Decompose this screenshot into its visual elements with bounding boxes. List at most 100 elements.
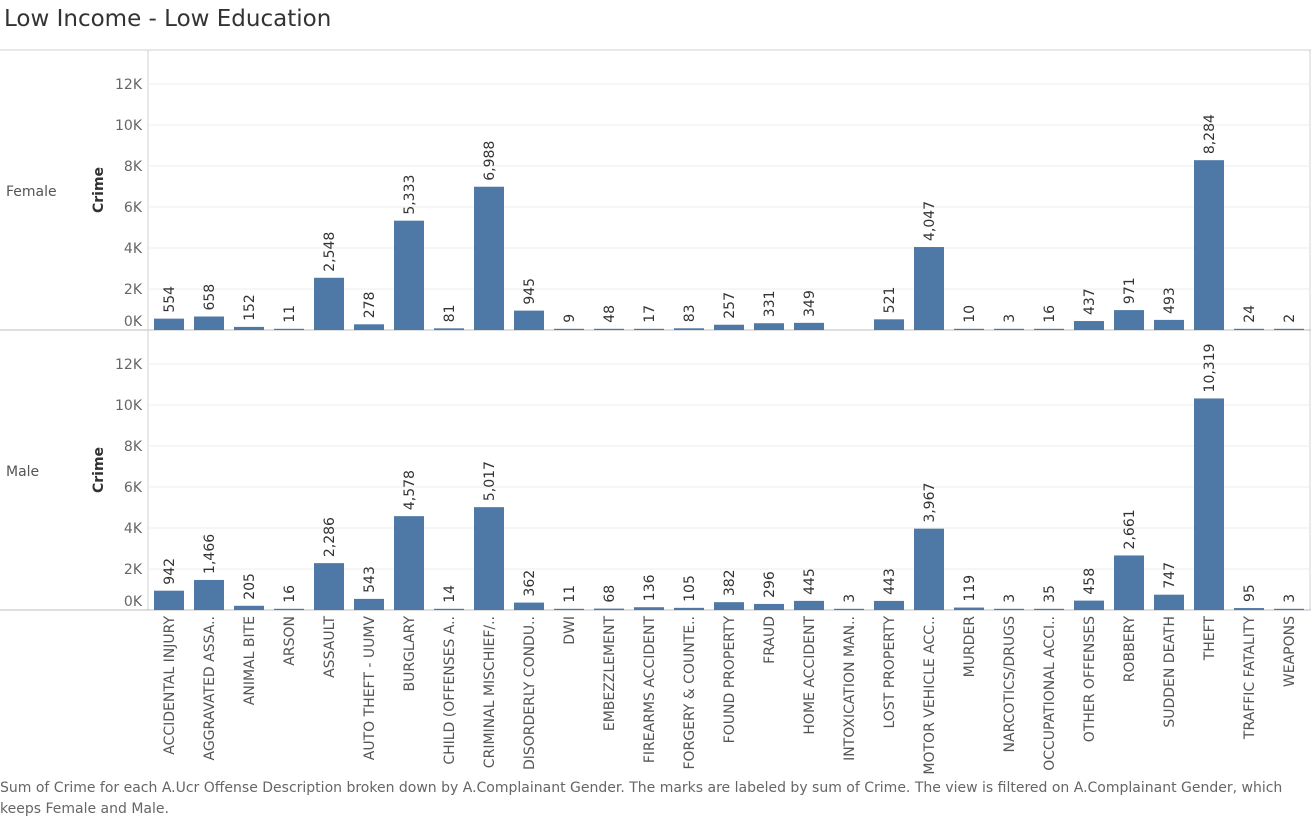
bar-male (634, 607, 664, 610)
bar-female (1074, 321, 1104, 330)
bar-female (434, 328, 464, 330)
y-tick-label: 8K (124, 439, 143, 455)
data-label: 5,333 (402, 175, 418, 215)
bar-male (594, 608, 624, 610)
category-label: ASSAULT (322, 616, 338, 678)
bar-female (714, 324, 744, 330)
data-label: 14 (442, 585, 458, 603)
data-label: 3 (1002, 594, 1018, 603)
y-tick-label: 4K (124, 521, 143, 537)
data-label: 83 (682, 304, 698, 322)
bar-female (1194, 160, 1224, 330)
y-tick-label: 10K (115, 118, 143, 134)
bar-male (674, 607, 704, 610)
data-label: 6,988 (482, 141, 498, 181)
bar-female (594, 328, 624, 330)
bar-male (714, 602, 744, 610)
bar-male (434, 608, 464, 610)
bar-female (194, 316, 224, 330)
y-tick-label: 6K (124, 200, 143, 216)
bar-male (794, 600, 824, 610)
data-label: 11 (282, 305, 298, 323)
chart-caption: Sum of Crime for each A.Ucr Offense Desc… (0, 780, 1283, 817)
category-label: DISORDERLY CONDU.. (522, 616, 538, 770)
category-label: NARCOTICS/DRUGS (1002, 616, 1018, 753)
bar-female (634, 328, 664, 330)
bar-female (354, 324, 384, 330)
bar-female (1154, 319, 1184, 330)
bar-female (234, 326, 264, 330)
data-label: 8,284 (1202, 114, 1218, 154)
data-label: 68 (602, 585, 618, 603)
data-label: 2,548 (322, 232, 338, 272)
category-label: ROBBERY (1122, 616, 1138, 683)
data-label: 747 (1162, 562, 1178, 589)
data-label: 10 (962, 305, 978, 323)
category-label: LOST PROPERTY (882, 616, 898, 729)
bar-male (194, 579, 224, 610)
bar-male (1234, 608, 1264, 610)
data-label: 136 (642, 574, 658, 601)
data-label: 1,466 (202, 534, 218, 574)
category-label: SUDDEN DEATH (1162, 616, 1178, 728)
y-tick-label: 12K (115, 357, 143, 373)
bar-female (1234, 328, 1264, 330)
bar-male (914, 528, 944, 610)
data-label: 3 (1282, 594, 1298, 603)
bar-female (474, 186, 504, 330)
bar-male (754, 603, 784, 610)
bar-female (754, 323, 784, 330)
bar-female (794, 322, 824, 330)
bar-male (994, 608, 1024, 610)
bar-female (994, 328, 1024, 330)
bar-male (1154, 594, 1184, 610)
bar-male (1194, 398, 1224, 610)
data-label: 10,319 (1202, 343, 1218, 392)
category-label: WEAPONS (1282, 616, 1298, 687)
bar-male (1074, 600, 1104, 610)
data-label: 48 (602, 305, 618, 323)
category-label: CRIMINAL MISCHIEF/.. (482, 616, 498, 768)
y-tick-label: 12K (115, 77, 143, 93)
data-label: 9 (562, 314, 578, 323)
data-label: 24 (1242, 305, 1258, 323)
data-label: 349 (802, 290, 818, 317)
category-label: TRAFFIC FATALITY (1242, 616, 1258, 741)
data-label: 278 (362, 292, 378, 319)
category-label: FIREARMS ACCIDENT (642, 616, 658, 764)
bar-male (874, 600, 904, 610)
data-label: 95 (1242, 584, 1258, 602)
data-label: 543 (362, 566, 378, 593)
data-label: 296 (762, 571, 778, 598)
bar-chart: 0K 2K 4K 6K 8K 10K 12K Female Crime 554 658 152 11 2,… (0, 49, 1311, 775)
category-label: MURDER (962, 616, 978, 678)
data-label: 11 (562, 585, 578, 603)
data-label: 35 (1042, 585, 1058, 603)
data-label: 17 (642, 305, 658, 323)
category-label: CHILD (OFFENSES A.. (442, 616, 458, 765)
bar-male (554, 608, 584, 610)
bar-female (674, 328, 704, 330)
category-label: HOME ACCIDENT (802, 616, 818, 735)
category-label: FRAUD (762, 616, 778, 664)
data-label: 3 (842, 594, 858, 603)
bar-male (1274, 608, 1304, 610)
data-label: 458 (1082, 568, 1098, 595)
category-label: FOUND PROPERTY (722, 616, 738, 744)
data-label: 152 (242, 294, 258, 321)
row-label-male: Male (6, 464, 39, 480)
data-label: 443 (882, 568, 898, 595)
category-label: AUTO THEFT - UUMV (362, 616, 378, 761)
data-label: 257 (722, 292, 738, 319)
data-label: 945 (522, 278, 538, 305)
bar-male (834, 608, 864, 610)
bar-male (394, 516, 424, 610)
data-label: 493 (1162, 287, 1178, 314)
y-tick-label: 2K (124, 282, 143, 298)
bar-male (354, 598, 384, 610)
data-label: 81 (442, 305, 458, 323)
bar-male (514, 602, 544, 610)
data-label: 4,047 (922, 201, 938, 241)
data-label: 362 (522, 570, 538, 597)
data-label: 2,286 (322, 517, 338, 557)
